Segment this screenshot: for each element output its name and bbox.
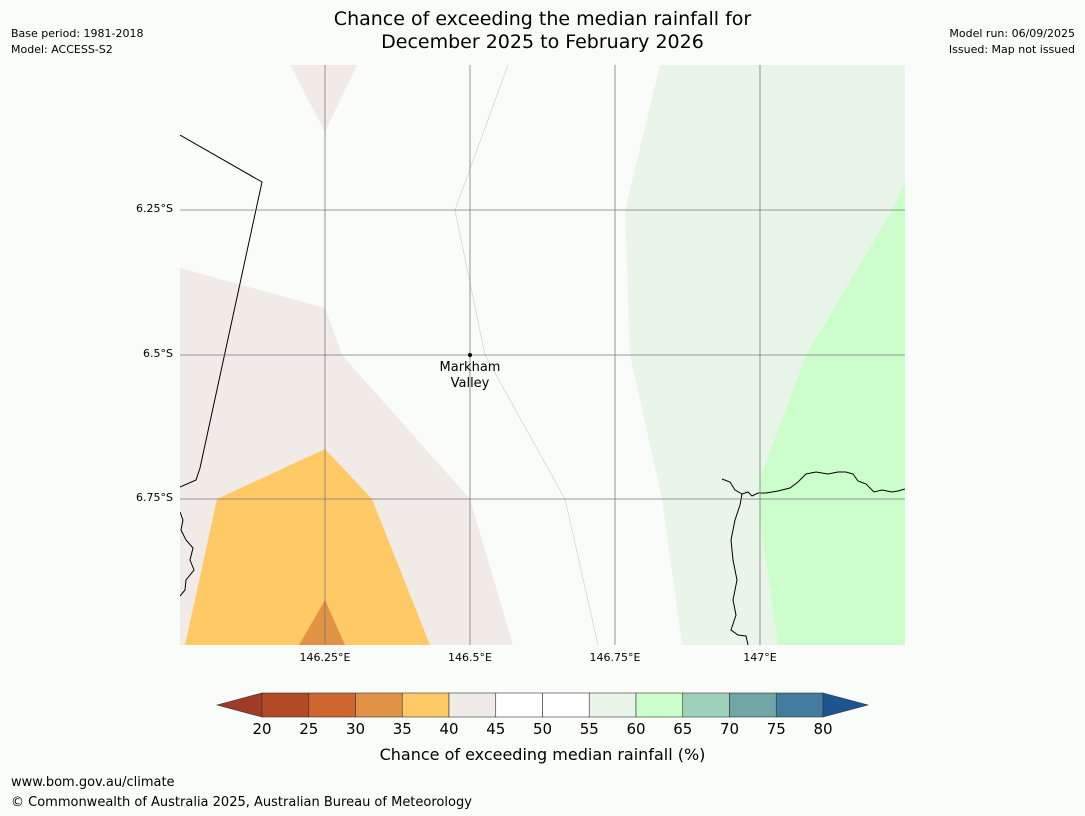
colorbar-segment — [775, 692, 824, 718]
issued-text: Issued: Map not issued — [948, 43, 1075, 56]
colorbar-segment — [355, 692, 403, 718]
colorbar-segment — [729, 692, 777, 718]
colorbar-segment — [542, 692, 590, 718]
colorbar-segment — [401, 692, 450, 718]
colorbar-tick-label: 30 — [345, 720, 366, 738]
place-label-line-1: Markham — [439, 360, 501, 375]
colorbar-tick-label: 50 — [532, 720, 553, 738]
colorbar-segment — [448, 692, 497, 718]
lat-label-6-25: 6.25°S — [136, 202, 173, 215]
colorbar-tick-label: 20 — [252, 720, 272, 738]
title-line-2: December 2025 to February 2026 — [381, 31, 704, 53]
border-line — [180, 134, 263, 488]
markham-valley-marker — [468, 353, 472, 357]
colorbar-segment — [682, 692, 730, 718]
title-line-1: Chance of exceeding the median rainfall … — [333, 8, 752, 30]
colorbar-segment — [588, 692, 637, 718]
zone-30-35 — [299, 600, 345, 645]
coastline-west — [180, 511, 195, 597]
lon-label-146-5: 146.5°E — [448, 651, 492, 664]
colorbar-tick-label: 75 — [766, 720, 786, 738]
colorbar-tick-label: 60 — [626, 720, 646, 738]
river-line — [730, 493, 749, 645]
lon-label-146-25: 146.25°E — [299, 651, 351, 664]
colorbar-segment — [495, 692, 543, 718]
model-text: Model: ACCESS-S2 — [11, 43, 113, 56]
lat-label-6-5: 6.5°S — [143, 347, 173, 360]
colorbar-tick-label: 70 — [719, 720, 740, 738]
zone-40-45-north — [290, 65, 357, 132]
colorbar-tick-label: 45 — [486, 720, 506, 738]
colorbar-segment — [635, 692, 684, 718]
colorbar-segments — [261, 692, 824, 718]
lon-label-146-75: 146.75°E — [589, 651, 641, 664]
colorbar-segment — [261, 692, 310, 718]
zone-35-40 — [185, 449, 430, 645]
colorbar-under-arrow — [215, 692, 263, 718]
colorbar-label: Chance of exceeding median rainfall (%) — [379, 745, 706, 764]
lat-label-6-75: 6.75°S — [136, 491, 173, 504]
colorbar-segment — [308, 692, 356, 718]
colorbar-tick-label: 55 — [579, 720, 599, 738]
coastline-east — [721, 471, 905, 497]
footer-url: www.bom.gov.au/climate — [11, 775, 175, 790]
base-period-text: Base period: 1981-2018 — [11, 27, 144, 40]
meta-right: Model run: 06/09/2025 Issued: Map not is… — [949, 26, 1075, 58]
lon-label-147: 147°E — [743, 651, 777, 664]
place-label-line-2: Valley — [450, 376, 490, 391]
place-label-markham-valley: Markham Valley — [420, 360, 520, 392]
graticule — [180, 65, 905, 645]
meta-left: Base period: 1981-2018 Model: ACCESS-S2 — [11, 26, 143, 58]
colorbar-tick-label: 65 — [673, 720, 693, 738]
map-title: Chance of exceeding the median rainfall … — [0, 8, 1085, 54]
colorbar-tick-label: 80 — [813, 720, 833, 738]
footer-copyright: © Commonwealth of Australia 2025, Austra… — [11, 795, 472, 810]
colorbar — [215, 692, 870, 718]
zone-60-65 — [760, 182, 905, 645]
colorbar-over-arrow — [822, 692, 870, 718]
colorbar-tick-label: 25 — [299, 720, 319, 738]
model-run-text: Model run: 06/09/2025 — [949, 27, 1075, 40]
colorbar-tick-label: 35 — [392, 720, 412, 738]
colorbar-tick-label: 40 — [439, 720, 459, 738]
